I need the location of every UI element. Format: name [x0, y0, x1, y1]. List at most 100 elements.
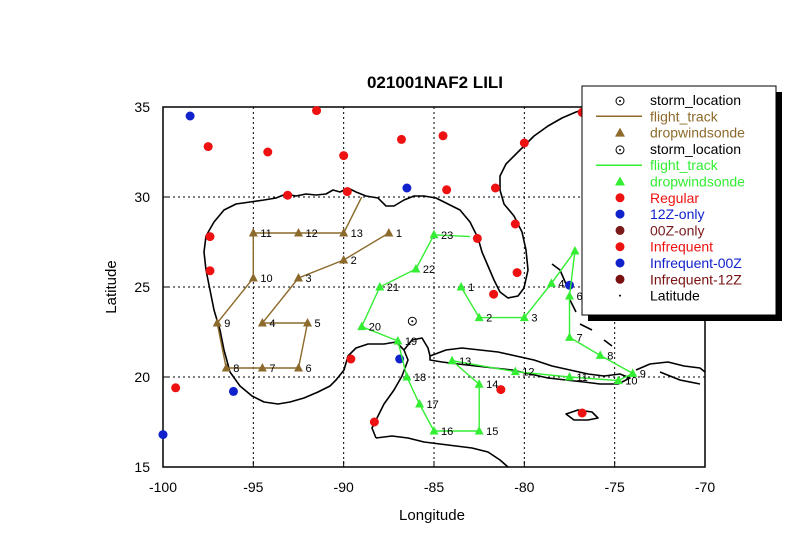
station-dot [472, 233, 482, 243]
flight-tracks: 1234567891011121312345678910111213141516… [212, 196, 646, 438]
dropwindsonde-label: 3 [306, 273, 312, 285]
legend-label: 00Z-only [650, 222, 704, 238]
dropwindsonde-label: 16 [441, 426, 453, 438]
legend-point-icon [619, 294, 621, 297]
station-dot [171, 383, 181, 393]
coastline [203, 107, 706, 468]
dropwindsonde-marker [519, 312, 529, 322]
dropwindsonde-marker [393, 336, 403, 345]
station-dot [205, 266, 215, 276]
station-dot [312, 106, 322, 116]
dropwindsonde-label: 1 [468, 282, 474, 294]
dropwindsonde-marker [546, 278, 556, 287]
legend-label: storm_location [650, 92, 741, 108]
dropwindsonde-marker [570, 246, 580, 255]
y-tick-label: 15 [134, 459, 150, 475]
station-dot [496, 385, 506, 395]
legend-triangle-icon [615, 127, 625, 137]
dropwindsonde-marker [613, 375, 623, 385]
dropwindsonde-label: 8 [233, 363, 239, 375]
legend-storm-icon-center [619, 100, 621, 102]
dropwindsonde-marker [456, 282, 466, 291]
station-dot [263, 147, 273, 157]
map-title: 021001NAF2 LILI [367, 73, 503, 92]
station-dot [512, 268, 522, 278]
storm-location-marker [407, 316, 417, 326]
legend-items: storm_locationflight_trackdropwindsondes… [596, 92, 745, 304]
dropwindsonde-label: 2 [351, 255, 357, 267]
dropwindsonde-label: 19 [405, 336, 417, 348]
station-dot [490, 183, 500, 193]
dropwindsonde-marker [474, 312, 484, 322]
dropwindsonde-marker [415, 399, 425, 408]
dropwindsonde-label: 18 [414, 372, 426, 384]
dropwindsonde-label: 8 [607, 350, 613, 362]
legend-label: flight_track [650, 108, 719, 124]
x-tick-label: -90 [334, 479, 354, 495]
dropwindsonde-marker [248, 273, 258, 282]
station-dot [342, 187, 352, 197]
dropwindsonde-marker [429, 426, 439, 435]
station-dot [283, 190, 293, 200]
dropwindsonde-marker [565, 332, 574, 341]
y-axis-label: Latitude [103, 260, 120, 313]
x-tick-label: -85 [424, 479, 444, 495]
legend-dot-icon [615, 258, 625, 268]
legend-storm-icon [615, 145, 625, 155]
x-tick-label: -100 [149, 479, 177, 495]
dropwindsonde-marker [429, 229, 439, 239]
dropwindsonde-marker [595, 350, 605, 359]
legend-triangle-icon [615, 176, 625, 186]
dropwindsonde-label: 6 [306, 363, 312, 375]
dropwindsonde-label: 1 [396, 228, 402, 240]
y-tick-label: 20 [134, 369, 150, 385]
legend-label: Infrequent [650, 239, 713, 255]
dropwindsonde-label: 7 [269, 363, 275, 375]
dropwindsonde-marker [565, 372, 574, 381]
dropwindsonde-label: 21 [387, 282, 399, 294]
legend-label: Infrequent-12Z [650, 271, 742, 287]
legend-label: Regular [650, 190, 699, 206]
dropwindsonde-marker [402, 372, 412, 381]
dropwindsonde-marker [303, 318, 313, 327]
station-dot [396, 134, 406, 144]
legend-label: Latitude [650, 288, 700, 304]
dropwindsonde-label: 7 [577, 332, 583, 344]
legend-dot-icon [615, 274, 625, 284]
dropwindsonde-marker [375, 282, 385, 291]
legend-storm-icon [615, 96, 625, 106]
legend-dot-icon [615, 209, 625, 219]
dropwindsonde-label: 2 [486, 313, 492, 325]
dropwindsonde-label: 6 [577, 291, 583, 303]
dropwindsonde-marker [474, 426, 484, 435]
station-dot [185, 111, 195, 121]
dropwindsonde-label: 4 [558, 278, 564, 290]
dropwindsonde-label: 10 [260, 273, 272, 285]
dropwindsonde-marker [447, 355, 457, 365]
legend-dot-icon [615, 225, 625, 235]
storm-location-center [411, 320, 414, 323]
dropwindsonde-marker [294, 273, 303, 282]
legend: storm_locationflight_trackdropwindsondes… [581, 85, 782, 321]
station-dot [369, 417, 379, 427]
dropwindsonde-label: 3 [531, 313, 537, 325]
flight-track-line [360, 234, 635, 432]
dropwindsonde-label: 23 [441, 230, 453, 242]
y-tick-label: 30 [134, 189, 150, 205]
dropwindsonde-label: 9 [640, 368, 646, 380]
station-dot [442, 185, 452, 195]
legend-storm-icon-center [619, 148, 621, 151]
y-tick-label: 25 [134, 279, 150, 295]
dropwindsonde-marker [474, 379, 484, 388]
station-dot [438, 131, 448, 141]
dropwindsonde-label: 15 [486, 426, 498, 438]
legend-label: Infrequent-00Z [650, 255, 742, 271]
dropwindsonde-marker [628, 368, 638, 377]
dropwindsonde-marker [339, 255, 349, 264]
station-dot [158, 430, 168, 440]
dropwindsonde-label: 12 [522, 367, 534, 379]
dropwindsonde-marker [384, 228, 394, 237]
station-dot [489, 289, 499, 299]
